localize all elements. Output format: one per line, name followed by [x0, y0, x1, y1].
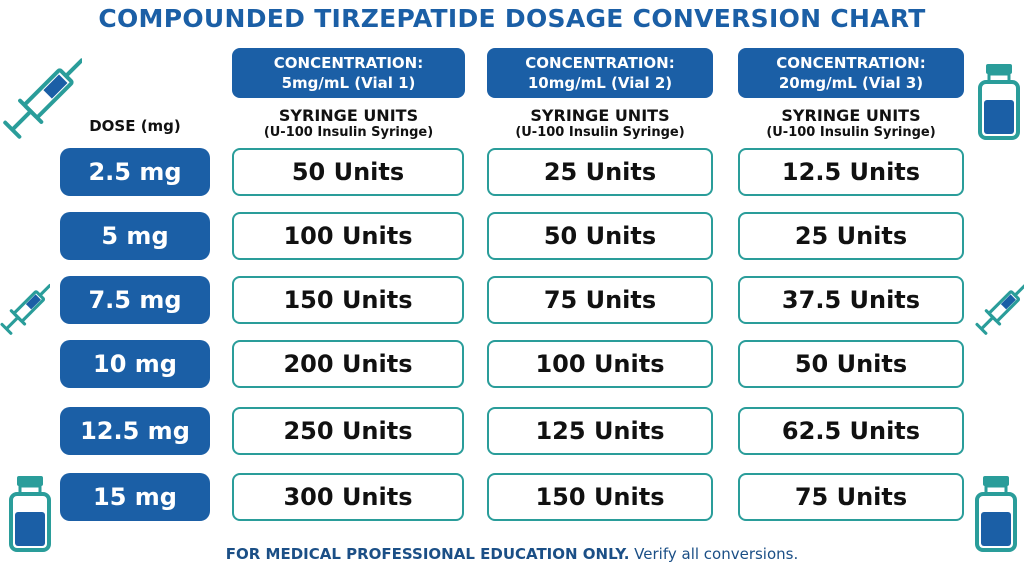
syringe-type-label: (U-100 Insulin Syringe) — [766, 125, 936, 140]
dose-pill: 12.5 mg — [60, 407, 210, 455]
units-cell: 50 Units — [232, 148, 464, 196]
column-subheader-3: SYRINGE UNITS (U-100 Insulin Syringe) — [738, 106, 964, 141]
footer-normal: Verify all conversions. — [629, 545, 799, 563]
column-header-2: CONCENTRATION: 10mg/mL (Vial 2) — [487, 48, 713, 98]
vial-icon — [975, 476, 1017, 552]
dose-pill: 2.5 mg — [60, 148, 210, 196]
dose-pill: 7.5 mg — [60, 276, 210, 324]
footer-bold: FOR MEDICAL PROFESSIONAL EDUCATION ONLY. — [225, 545, 630, 563]
units-cell: 12.5 Units — [738, 148, 964, 196]
dose-pill: 5 mg — [60, 212, 210, 260]
syringe-type-label: (U-100 Insulin Syringe) — [263, 125, 434, 140]
units-cell: 37.5 Units — [738, 276, 964, 324]
concentration-value: 5mg/mL (Vial 1) — [281, 74, 416, 92]
units-cell: 150 Units — [487, 473, 713, 521]
dose-pill: 10 mg — [60, 340, 210, 388]
syringe-icon — [3, 58, 82, 139]
column-header-1: CONCENTRATION: 5mg/mL (Vial 1) — [232, 48, 465, 98]
dose-pill: 15 mg — [60, 473, 210, 521]
units-cell: 250 Units — [232, 407, 464, 455]
syringe-units-label: SYRINGE UNITS — [278, 106, 419, 125]
syringe-icon — [975, 284, 1024, 335]
units-cell: 25 Units — [738, 212, 964, 260]
concentration-label: CONCENTRATION: — [776, 54, 926, 72]
units-cell: 25 Units — [487, 148, 713, 196]
units-cell: 50 Units — [738, 340, 964, 388]
units-cell: 100 Units — [487, 340, 713, 388]
concentration-value: 20mg/mL (Vial 3) — [778, 74, 924, 92]
units-cell: 125 Units — [487, 407, 713, 455]
column-subheader-2: SYRINGE UNITS (U-100 Insulin Syringe) — [487, 106, 713, 141]
column-header-3: CONCENTRATION: 20mg/mL (Vial 3) — [738, 48, 964, 98]
units-cell: 300 Units — [232, 473, 464, 521]
syringe-icon — [0, 284, 50, 335]
concentration-value: 10mg/mL (Vial 2) — [527, 74, 673, 92]
units-cell: 75 Units — [487, 276, 713, 324]
syringe-type-label: (U-100 Insulin Syringe) — [515, 125, 685, 140]
vial-icon — [9, 476, 51, 552]
syringe-units-label: SYRINGE UNITS — [781, 106, 921, 125]
units-cell: 150 Units — [232, 276, 464, 324]
dose-header: DOSE (mg) — [89, 117, 181, 135]
units-cell: 75 Units — [738, 473, 964, 521]
units-cell: 50 Units — [487, 212, 713, 260]
column-subheader-1: SYRINGE UNITS (U-100 Insulin Syringe) — [232, 106, 465, 141]
page-title: COMPOUNDED TIRZEPATIDE DOSAGE CONVERSION… — [98, 4, 926, 33]
units-cell: 200 Units — [232, 340, 464, 388]
footer-disclaimer: FOR MEDICAL PROFESSIONAL EDUCATION ONLY.… — [0, 545, 1024, 563]
syringe-units-label: SYRINGE UNITS — [530, 106, 670, 125]
vial-icon — [978, 64, 1020, 140]
concentration-label: CONCENTRATION: — [525, 54, 675, 72]
units-cell: 100 Units — [232, 212, 464, 260]
units-cell: 62.5 Units — [738, 407, 964, 455]
concentration-label: CONCENTRATION: — [273, 54, 424, 72]
